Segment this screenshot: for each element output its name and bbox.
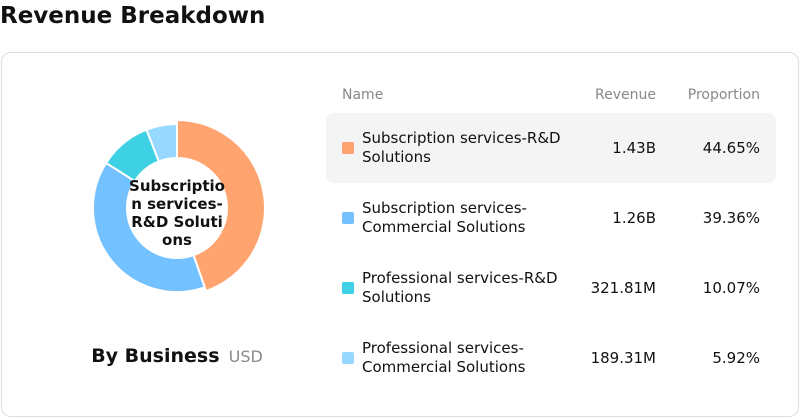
row-name: Subscription services-Commercial Solutio…	[362, 199, 527, 236]
chart-subtitle: By Business	[91, 345, 220, 367]
chart-caption: By Business USD	[2, 345, 352, 367]
table-header: Name Revenue Proportion	[326, 81, 776, 113]
revenue-table: Name Revenue Proportion Subscription ser…	[326, 81, 776, 393]
table-row[interactable]: Professional services-R&D Solutions 321.…	[326, 253, 776, 323]
row-name: Professional services-Commercial Solutio…	[362, 339, 526, 376]
donut-slice[interactable]	[92, 161, 206, 293]
table-row[interactable]: Subscription services-Commercial Solutio…	[326, 183, 776, 253]
row-proportion: 44.65%	[702, 139, 760, 157]
row-name: Professional services-R&D Solutions	[362, 269, 558, 306]
row-proportion: 5.92%	[712, 349, 760, 367]
table-row[interactable]: Professional services-Commercial Solutio…	[326, 323, 776, 393]
legend-swatch	[342, 282, 354, 294]
donut-chart	[92, 118, 266, 293]
legend-swatch	[342, 212, 354, 224]
row-revenue: 321.81M	[590, 279, 656, 297]
row-proportion: 10.07%	[702, 279, 760, 297]
row-revenue: 1.43B	[612, 139, 656, 157]
legend-swatch	[342, 352, 354, 364]
column-header-revenue: Revenue	[595, 87, 656, 103]
row-name: Subscription services-R&D Solutions	[362, 129, 561, 166]
page-title: Revenue Breakdown	[0, 3, 266, 29]
chart-unit: USD	[228, 347, 263, 366]
donut-chart-area: Subscription services- R&D Solutions	[2, 53, 332, 418]
row-revenue: 1.26B	[612, 209, 656, 227]
row-revenue: 189.31M	[590, 349, 656, 367]
column-header-proportion: Proportion	[687, 87, 760, 103]
column-header-name: Name	[342, 87, 384, 103]
row-proportion: 39.36%	[702, 209, 760, 227]
table-row[interactable]: Subscription services-R&D Solutions 1.43…	[326, 113, 776, 183]
donut-slice[interactable]	[176, 118, 266, 293]
legend-swatch	[342, 142, 354, 154]
donut-slice[interactable]	[145, 122, 178, 163]
donut-center-label: Subscription services- R&D Solutions	[129, 177, 225, 249]
revenue-card: Subscription services- R&D Solutions By …	[1, 52, 799, 417]
